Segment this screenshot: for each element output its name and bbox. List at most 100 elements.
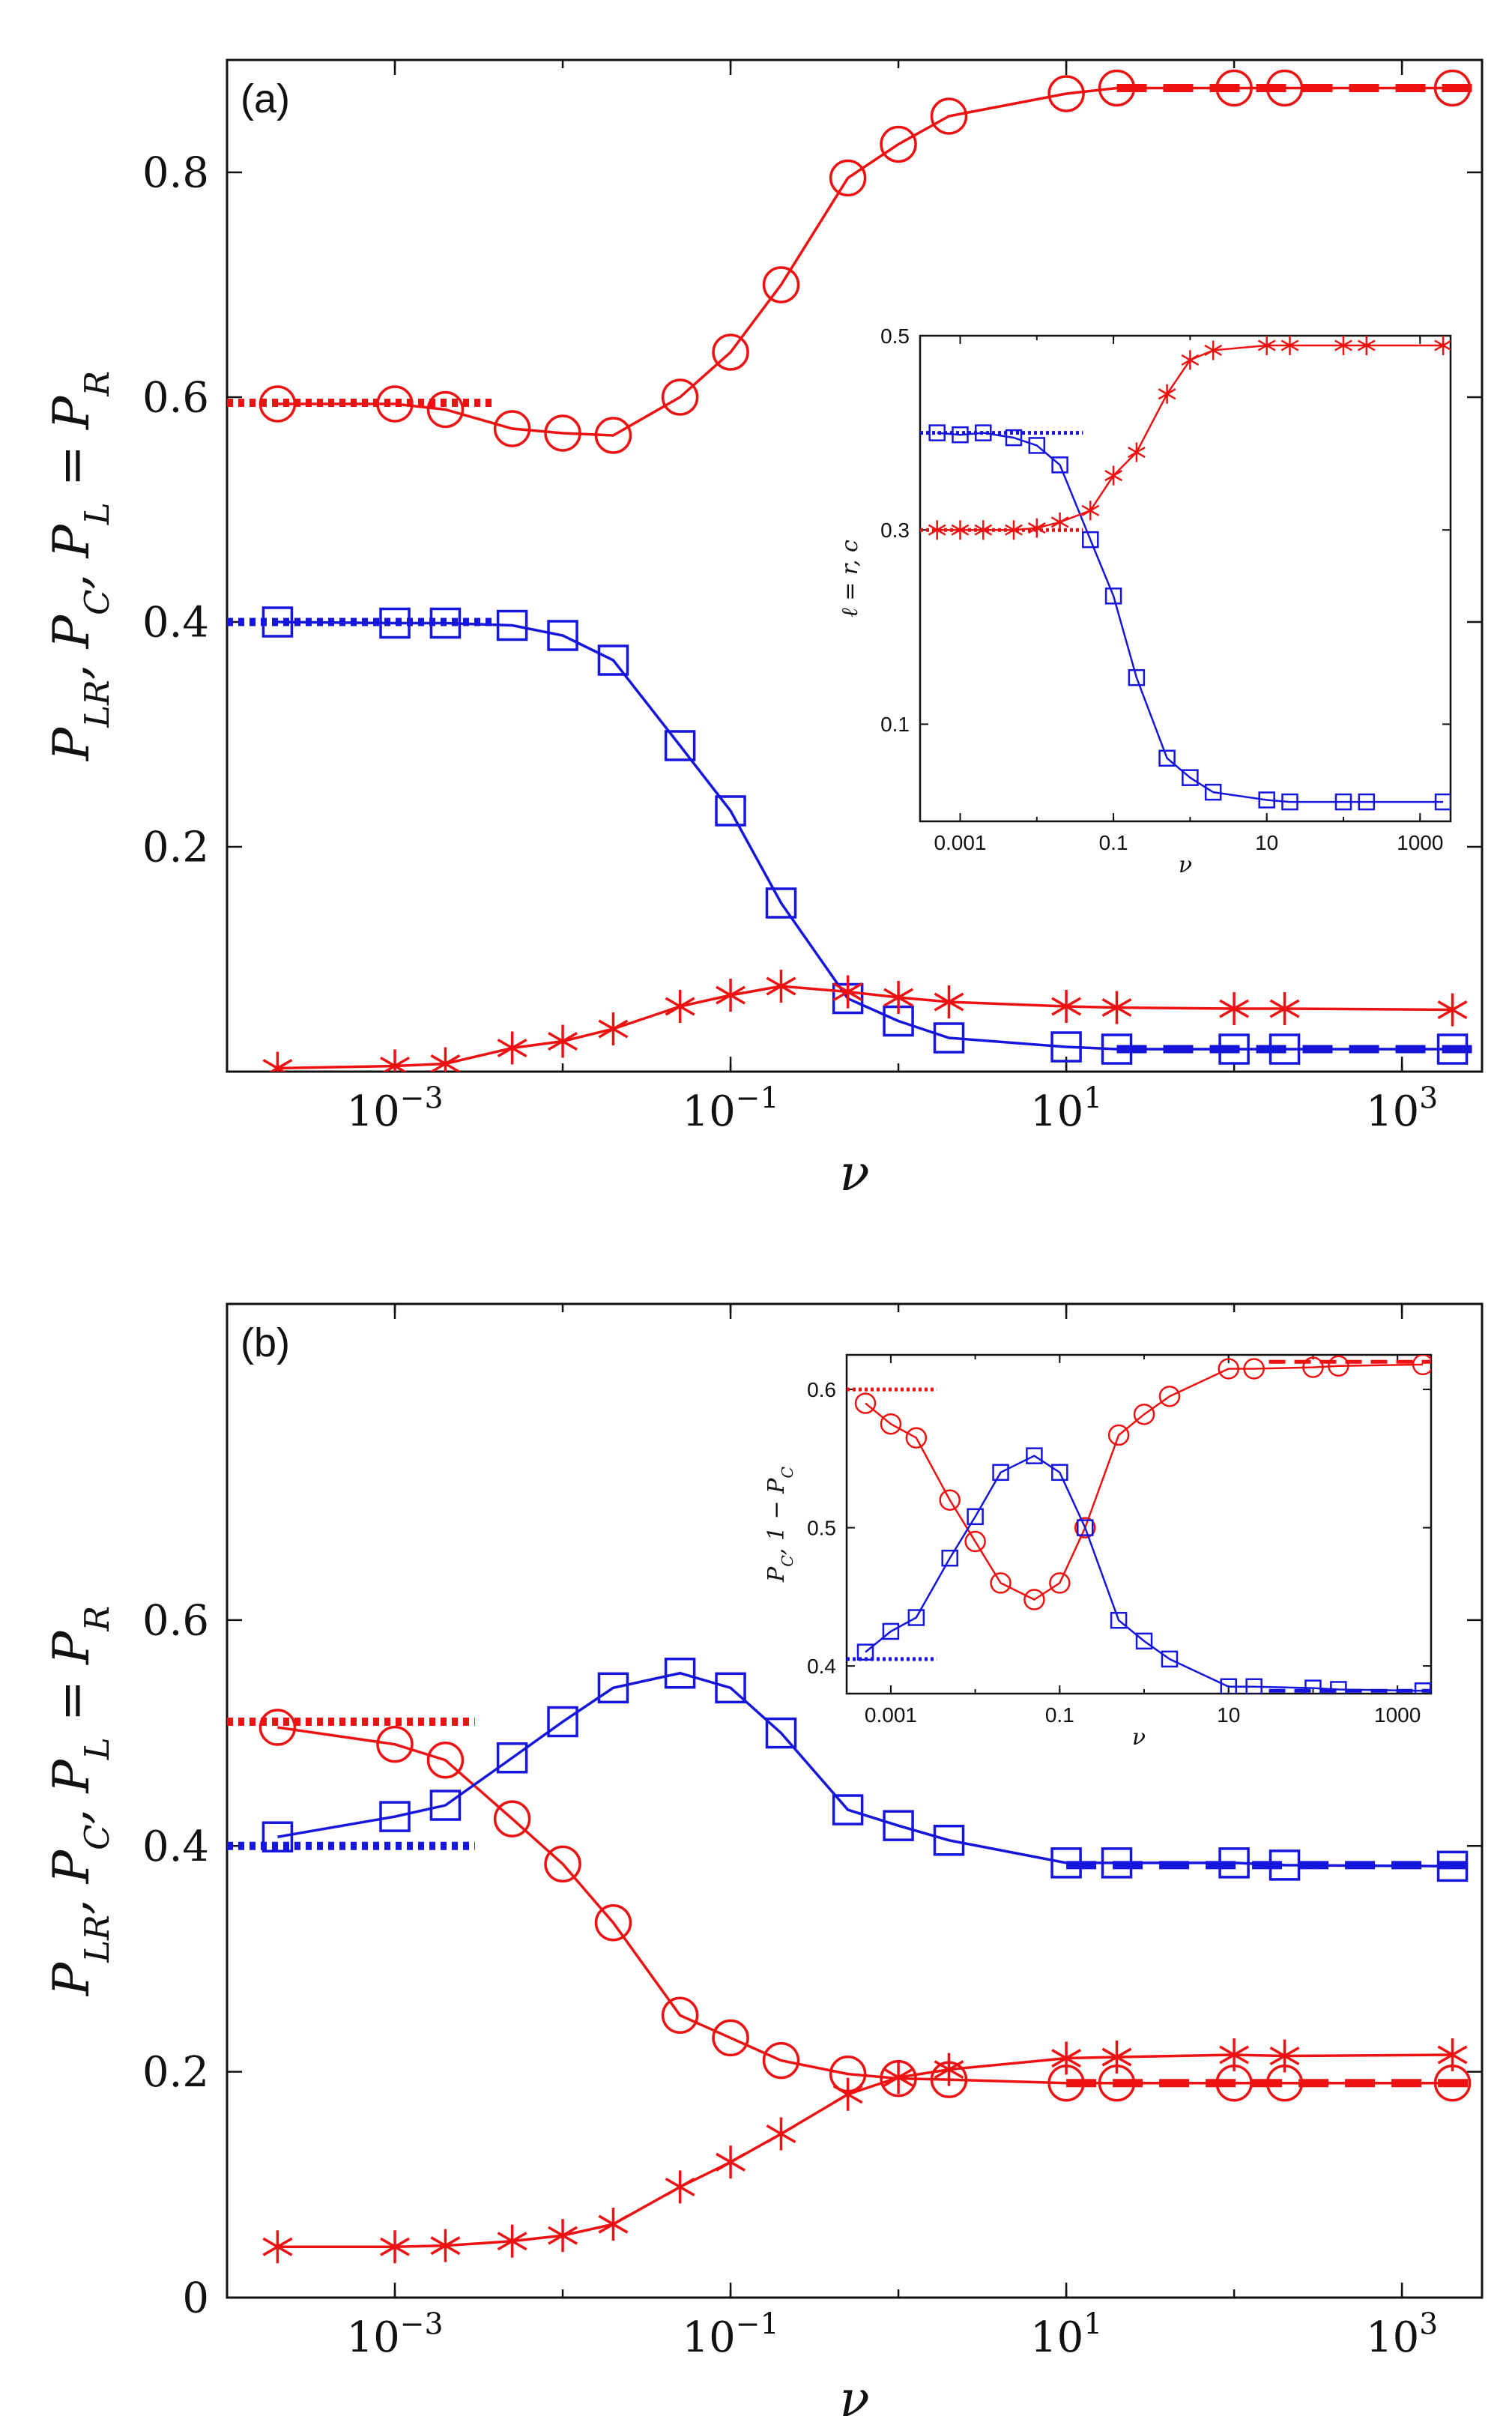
panel-a-square-marker <box>496 609 528 641</box>
panel-a-inset-star-marker <box>1434 336 1451 355</box>
panel-b-star-marker <box>1219 2038 1250 2072</box>
panel-b-star-marker <box>665 2170 695 2204</box>
panel-a-circle-marker <box>493 410 531 447</box>
panel-b-square-marker <box>496 1742 528 1774</box>
panel-a-inset-star-marker <box>1104 465 1122 486</box>
panel-b-y-tick-label: 0.2 <box>142 2048 209 2097</box>
panel-a-inset: 0.001 0.1 10 1000 0.1 0.3 0.5 ν ℓ = r, c <box>837 324 1452 878</box>
panel-a-star-marker <box>430 1047 461 1072</box>
panel-b-inset-circle-marker <box>905 1427 928 1449</box>
panel-a-star-marker <box>380 1049 410 1072</box>
panel-b-inset-circle-marker <box>1302 1356 1324 1378</box>
panel-b-square-marker <box>1268 1849 1301 1881</box>
panel-a-inset-series-line-square <box>937 432 1444 803</box>
panel-a-circle-marker <box>930 97 968 135</box>
panel-a-circle-marker <box>1433 69 1472 107</box>
panel-a-y-axis-label: PLR, PC, PL = PR <box>43 371 117 761</box>
panel-a-inset-x-tick-label: 10 <box>1255 831 1278 854</box>
panel-a-star-marker <box>262 1051 293 1072</box>
panel-b-star-marker <box>1437 2038 1468 2072</box>
panel-b-circle-marker <box>712 2019 749 2057</box>
panel-a-square-marker <box>1218 1033 1250 1065</box>
panel-a-square-marker <box>379 607 411 639</box>
panel-a-star-marker <box>1269 992 1300 1025</box>
panel-b-circle-marker <box>762 2041 800 2080</box>
panel-b-inset-series-line-square <box>865 1455 1424 1692</box>
panel-a-square-marker <box>933 1022 965 1054</box>
panel-a-circle-marker <box>829 159 867 197</box>
panel-a-inset-square-marker <box>1334 793 1352 811</box>
panel-a-inset-star-marker <box>1181 350 1200 370</box>
panel-b-circle-marker <box>594 1903 632 1942</box>
panel-b-circle-marker <box>258 1709 297 1746</box>
panel-b-square-marker <box>1436 1850 1469 1882</box>
panel-b-star-marker <box>883 2061 913 2095</box>
panel-b-inset-plot-area <box>847 1355 1431 1694</box>
panel-a-circle-marker <box>1098 69 1136 107</box>
panel-a-circle-marker <box>880 125 917 163</box>
panel-a-inset-square-marker <box>1281 793 1298 811</box>
panel-b-inset-x-axis-label: ν <box>1132 1724 1146 1751</box>
panel-a-inset-star-marker <box>1357 336 1376 355</box>
panel-a-circle-marker <box>426 390 465 429</box>
panel-b-inset-circle-marker <box>1107 1424 1130 1446</box>
panel-b-inset-square-marker <box>907 1609 925 1626</box>
panel-b-x-tick-label: 101 <box>1030 2307 1102 2362</box>
panel-a-inset-star-marker <box>974 520 993 540</box>
panel-b-inset-y-tick-label: 0.4 <box>807 1655 836 1678</box>
panel-a-star-marker <box>883 981 913 1014</box>
panel-a-inset-square-marker <box>1434 793 1451 811</box>
panel-a-inset-y-axis-label: ℓ = r, c <box>837 540 863 617</box>
panel-a-star-marker <box>716 979 746 1012</box>
panel-b-star-marker <box>497 2224 527 2258</box>
panel-a-inset-star-marker <box>1334 336 1352 355</box>
panel-a-inset-star-marker <box>1280 336 1299 355</box>
panel-a-square-marker <box>664 730 696 761</box>
panel-b-circle-marker <box>426 1742 465 1779</box>
panel-a-square-marker <box>597 644 629 676</box>
panel-b-inset-circle-marker <box>990 1572 1011 1594</box>
panel-b-star-marker <box>598 2208 629 2241</box>
panel-b-inset-square-marker <box>1077 1519 1094 1536</box>
panel-a-circle-marker <box>258 385 297 423</box>
panel-a-inset-square-marker <box>1028 437 1046 454</box>
panel-b-circle-marker <box>376 1725 414 1763</box>
panel-a-x-tick-label: 10−3 <box>346 1081 443 1136</box>
panel-a-y-tick-label: 0.8 <box>142 149 209 198</box>
panel-b-square-marker <box>597 1672 629 1704</box>
panel-a-inset-star-marker <box>928 520 946 540</box>
panel-b-y-tick-label: 0.4 <box>142 1822 209 1871</box>
panel-b-inset-square-marker <box>882 1622 900 1640</box>
panel-b-star-marker <box>380 2230 410 2264</box>
panel-b-inset-circle-marker <box>1133 1404 1155 1425</box>
panel-a-inset-y-tick-label: 0.3 <box>880 519 910 542</box>
panel-b-star-marker <box>1269 2039 1300 2073</box>
panel-b-inset-square-marker <box>1304 1679 1322 1694</box>
panel-a-square-marker <box>547 620 578 651</box>
panel-a-y-tick-label: 0.2 <box>142 824 209 872</box>
panel-b-square-marker <box>765 1717 797 1749</box>
panel-b-star-marker <box>548 2219 578 2253</box>
panel-b-inset-circle-marker <box>1412 1355 1431 1376</box>
panel-a-circle-marker <box>712 333 749 371</box>
panel-a-circle-marker <box>1047 75 1085 112</box>
panel-b-star-marker <box>832 2077 863 2111</box>
panel-a-square-marker <box>715 795 746 827</box>
panel-b-square-marker <box>832 1794 864 1825</box>
panel-b-x-tick-label: 10−3 <box>346 2307 443 2362</box>
panel-b-star-marker <box>1101 2041 1132 2074</box>
panel-b-inset-circle-marker <box>1023 1589 1045 1610</box>
panel-a-inset-star-marker <box>1158 384 1176 404</box>
panel-a-square-marker <box>765 887 797 919</box>
panel-a-inset-x-axis-label: ν <box>1179 852 1192 878</box>
panel-a-inset-y-tick-label: 0.5 <box>880 324 910 348</box>
panel-a-inset-square-marker <box>928 424 946 441</box>
panel-b-inset-x-tick-label: 10 <box>1217 1703 1240 1727</box>
panel-b-square-marker <box>664 1657 696 1689</box>
panel-a-inset-plot-area <box>920 336 1451 811</box>
panel-a-inset-square-marker <box>975 424 992 441</box>
panel-a-star-marker <box>766 970 796 1003</box>
panel-b-inset-x-tick-label: 1000 <box>1374 1703 1421 1727</box>
panel-a-inset-square-marker <box>1082 531 1099 549</box>
